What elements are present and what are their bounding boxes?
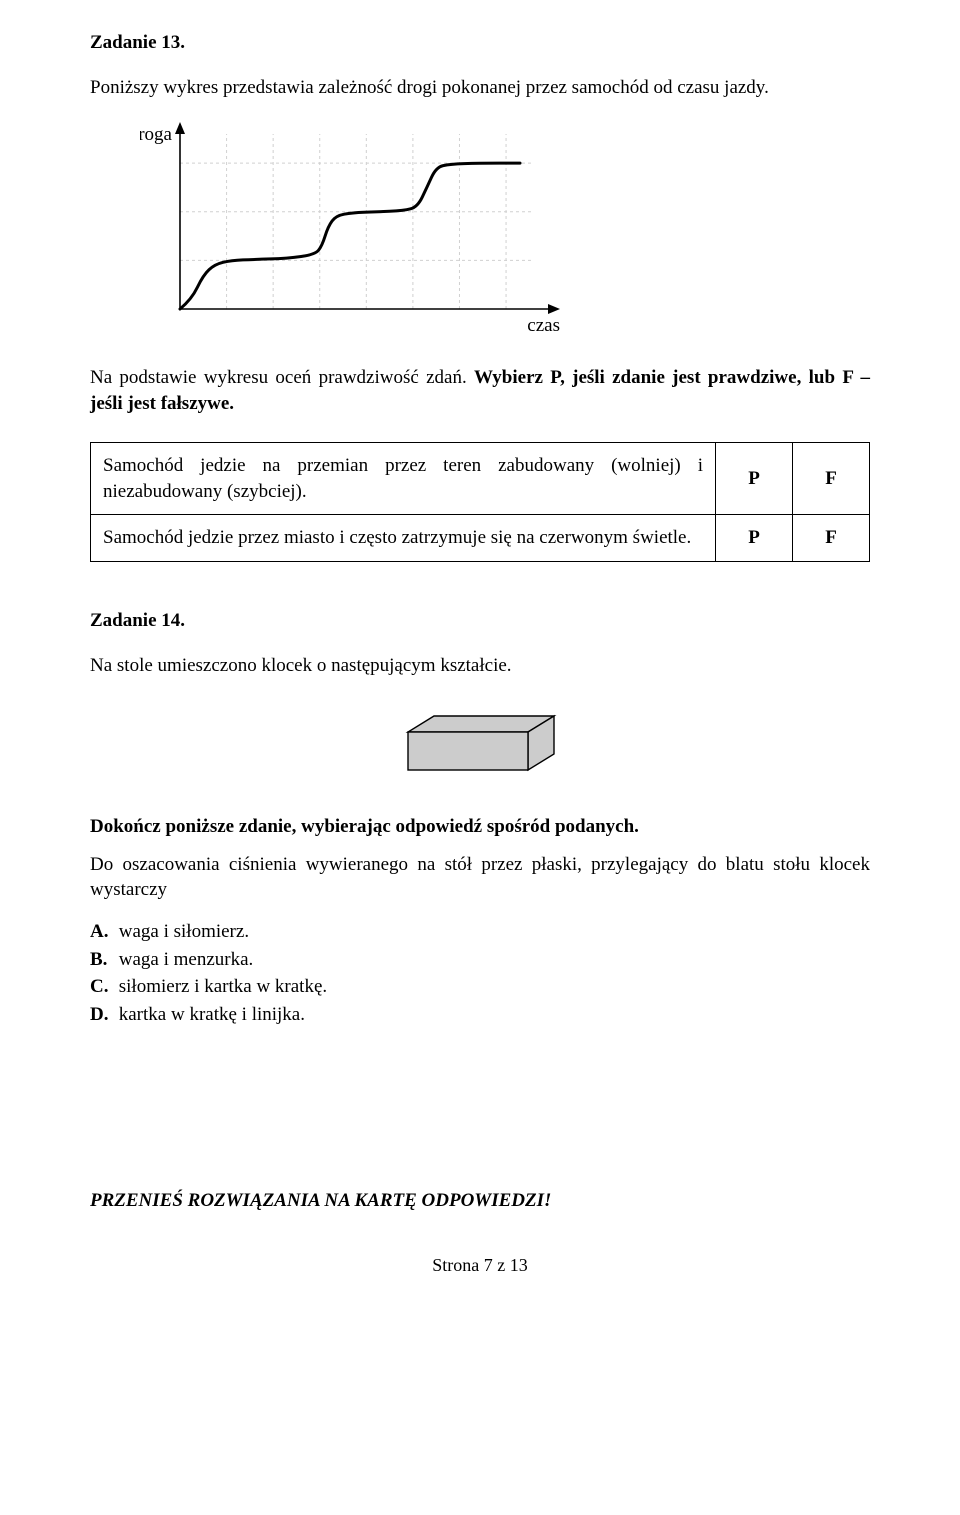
task14-instruction: Dokończ poniższe zdanie, wybierając odpo… [90, 814, 870, 840]
svg-text:droga: droga [140, 124, 173, 145]
option-text: siłomierz i kartka w kratkę. [119, 976, 327, 997]
assess-intro-plain: Na podstawie wykresu oceń prawdziwość zd… [90, 367, 474, 388]
choice-F[interactable]: F [793, 443, 870, 515]
option-letter: B. [90, 947, 114, 973]
statement-cell: Samochód jedzie na przemian przez teren … [91, 443, 716, 515]
task13-pf-table: Samochód jedzie na przemian przez teren … [90, 442, 870, 562]
table-row: Samochód jedzie na przemian przez teren … [91, 443, 870, 515]
task14-title: Zadanie 14. [90, 608, 870, 634]
option-letter: A. [90, 919, 114, 945]
option-letter: C. [90, 974, 114, 1000]
option-text: kartka w kratkę i linijka. [119, 1004, 305, 1025]
table-row: Samochód jedzie przez miasto i często za… [91, 515, 870, 562]
task14-options: A. waga i siłomierz. B. waga i menzurka.… [90, 919, 870, 1028]
task13-title: Zadanie 13. [90, 30, 870, 56]
option-B[interactable]: B. waga i menzurka. [90, 947, 870, 973]
option-A[interactable]: A. waga i siłomierz. [90, 919, 870, 945]
cuboid-block-diagram [400, 706, 560, 776]
distance-time-chart: droga czas [140, 120, 600, 345]
transfer-note: PRZENIEŚ ROZWIĄZANIA NA KARTĘ ODPOWIEDZI… [90, 1188, 870, 1214]
choice-F[interactable]: F [793, 515, 870, 562]
svg-text:czas: czas [527, 315, 560, 336]
choice-P[interactable]: P [716, 443, 793, 515]
task13-intro: Poniższy wykres przedstawia zależność dr… [90, 75, 870, 101]
choice-P[interactable]: P [716, 515, 793, 562]
task13-pf-table-wrap: Samochód jedzie na przemian przez teren … [90, 442, 870, 562]
option-letter: D. [90, 1002, 114, 1028]
option-C[interactable]: C. siłomierz i kartka w kratkę. [90, 974, 870, 1000]
task-13: Zadanie 13. Poniższy wykres przedstawia … [90, 30, 870, 562]
task-14: Zadanie 14. Na stole umieszczono klocek … [90, 608, 870, 1027]
task14-block-container [90, 706, 870, 784]
task14-stem: Do oszacowania ciśnienia wywieranego na … [90, 852, 870, 903]
option-text: waga i siłomierz. [119, 921, 249, 942]
option-text: waga i menzurka. [119, 949, 254, 970]
task13-chart-container: droga czas [140, 120, 870, 353]
statement-cell: Samochód jedzie przez miasto i często za… [91, 515, 716, 562]
task14-intro: Na stole umieszczono klocek o następując… [90, 653, 870, 679]
page-number: Strona 7 z 13 [90, 1253, 870, 1277]
task13-assess-intro: Na podstawie wykresu oceń prawdziwość zd… [90, 365, 870, 416]
option-D[interactable]: D. kartka w kratkę i linijka. [90, 1002, 870, 1028]
